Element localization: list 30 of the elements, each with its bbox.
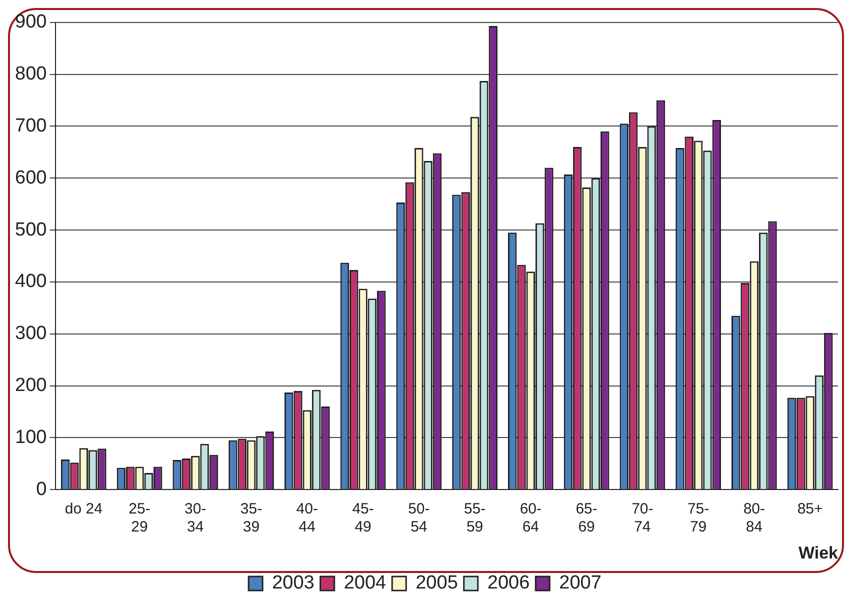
x-tick-label: 75-79 — [687, 500, 710, 536]
x-tick-label: 80-84 — [743, 500, 766, 536]
x-tick-label: 30-34 — [184, 500, 206, 536]
y-tick-label: 300 — [15, 323, 47, 344]
y-tick-label: 700 — [15, 115, 47, 136]
x-tick-label: 40-44 — [296, 500, 318, 536]
x-tick-label: 65-69 — [576, 500, 598, 536]
x-tick-label: 60-64 — [520, 500, 542, 536]
y-tick-label: 400 — [15, 271, 47, 292]
x-tick-label: 50-54 — [408, 500, 430, 536]
y-tick-label: 200 — [15, 375, 47, 396]
y-tick-label: 600 — [15, 167, 47, 188]
x-tick-label: 45-49 — [352, 500, 374, 536]
x-tick-label: do 24 — [64, 500, 102, 518]
legend-label: 2005 — [416, 572, 458, 594]
x-tick-label: 35-39 — [240, 500, 262, 536]
x-axis-title: Wiek — [798, 543, 839, 562]
x-tick-label: 70-74 — [632, 500, 654, 536]
x-tick-label: 55-59 — [464, 500, 486, 536]
legend-label: 2006 — [487, 572, 530, 594]
y-tick-label: 100 — [15, 426, 47, 448]
y-tick-label: 500 — [15, 219, 47, 240]
legend-label: 2004 — [344, 572, 387, 594]
legend-label: 2003 — [272, 572, 314, 594]
y-tick-label: 800 — [15, 64, 47, 85]
legend-label: 2007 — [559, 572, 602, 594]
y-tick-label: 0 — [36, 478, 47, 500]
x-tick-label: 25-29 — [128, 500, 150, 536]
x-tick-label: 85+ — [797, 500, 824, 518]
y-tick-label: 900 — [15, 12, 47, 33]
